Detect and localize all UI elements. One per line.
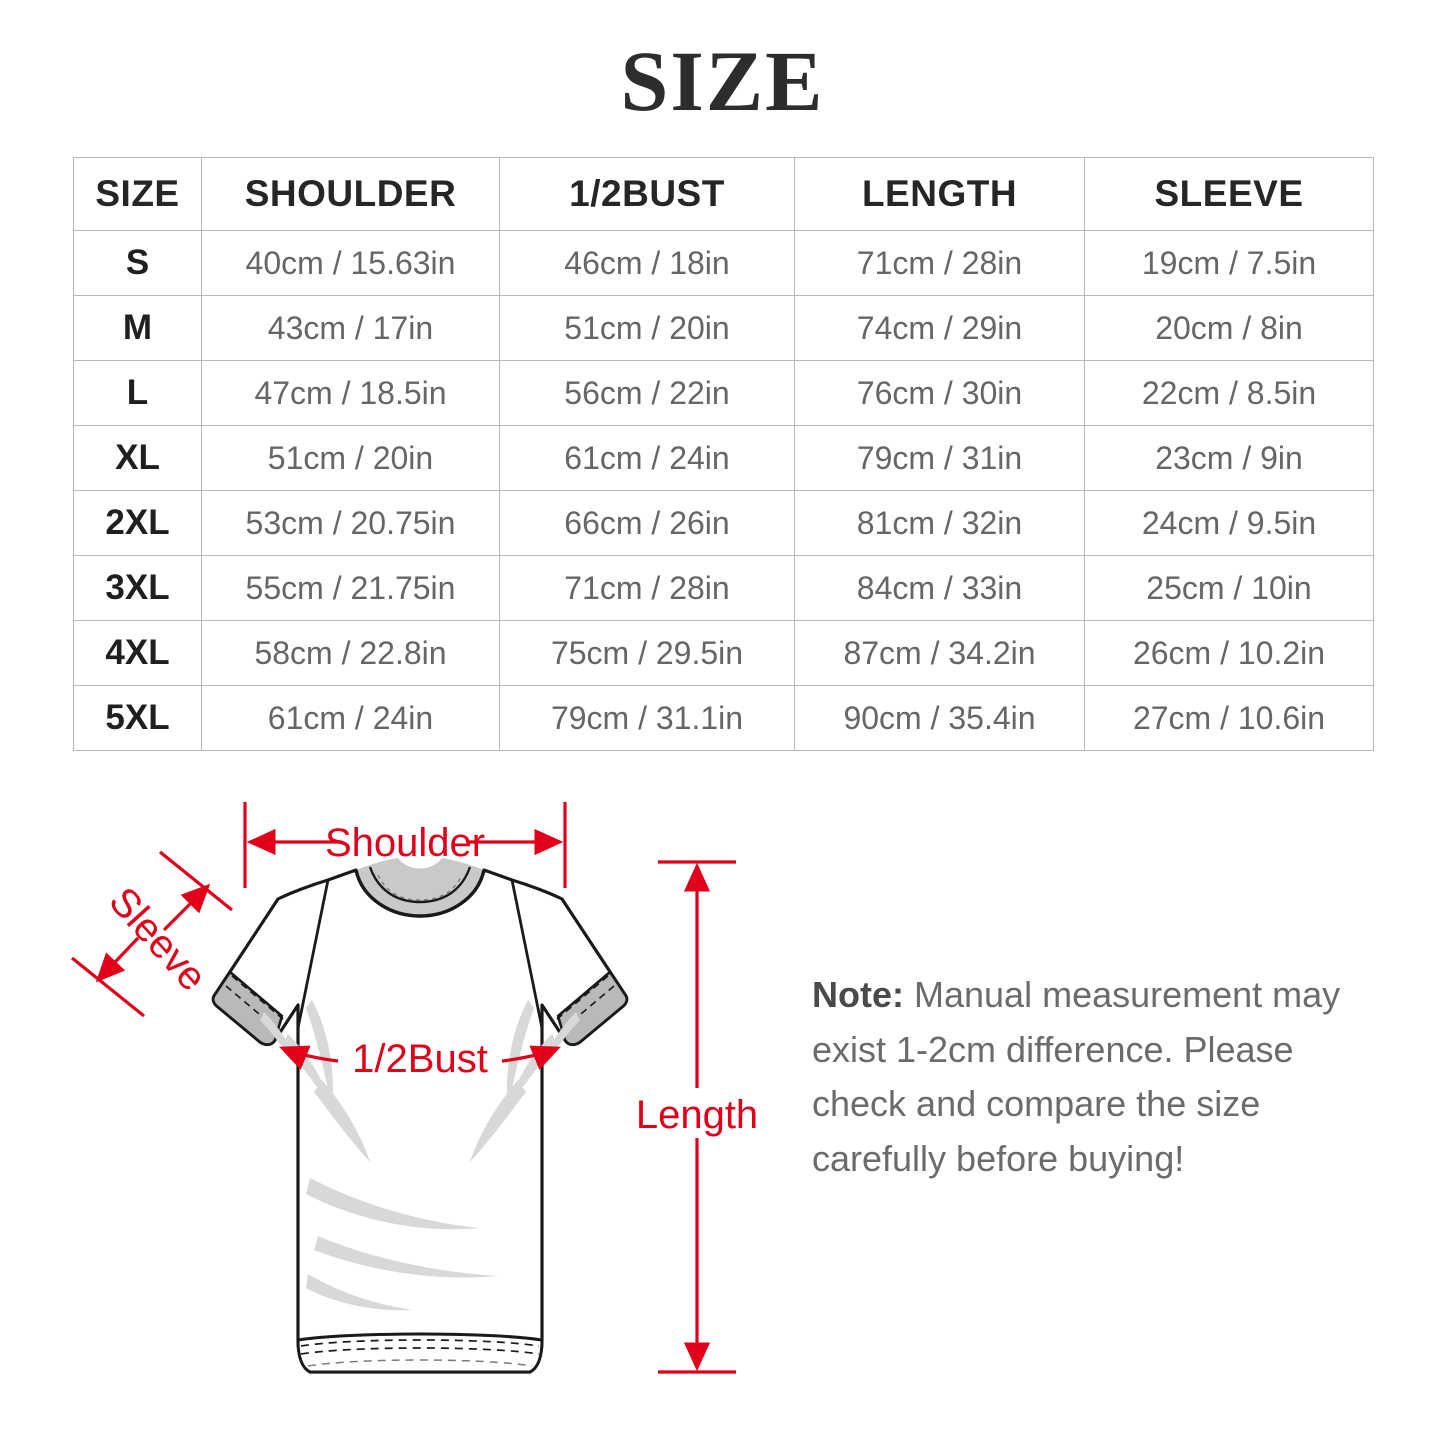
- cell-bust: 66cm / 26in: [499, 490, 795, 556]
- table-row: M 43cm / 17in 51cm / 20in 74cm / 29in 20…: [73, 295, 1374, 361]
- note-label: Note:: [812, 974, 904, 1015]
- cell-bust: 79cm / 31.1in: [499, 685, 795, 751]
- column-header-length: LENGTH: [794, 157, 1085, 231]
- table-row: 3XL 55cm / 21.75in 71cm / 28in 84cm / 33…: [73, 555, 1374, 621]
- note-text: Manual measurement may exist 1-2cm diffe…: [812, 974, 1341, 1180]
- column-header-bust: 1/2BUST: [499, 157, 795, 231]
- cell-size: 5XL: [73, 685, 202, 751]
- table-header-row: SIZE SHOULDER 1/2BUST LENGTH SLEEVE: [73, 157, 1374, 231]
- column-header-size: SIZE: [73, 157, 202, 231]
- column-header-sleeve: SLEEVE: [1084, 157, 1374, 231]
- table-row: 2XL 53cm / 20.75in 66cm / 26in 81cm / 32…: [73, 490, 1374, 556]
- table-row: XL 51cm / 20in 61cm / 24in 79cm / 31in 2…: [73, 425, 1374, 491]
- cell-sleeve: 19cm / 7.5in: [1084, 230, 1374, 296]
- cell-size: XL: [73, 425, 202, 491]
- cell-shoulder: 43cm / 17in: [201, 295, 500, 361]
- cell-shoulder: 47cm / 18.5in: [201, 360, 500, 426]
- sleeve-dimension-arrow: Sleeve: [70, 850, 234, 1018]
- cell-bust: 61cm / 24in: [499, 425, 795, 491]
- cell-sleeve: 25cm / 10in: [1084, 555, 1374, 621]
- shoulder-dimension-arrow: Shoulder: [243, 802, 567, 888]
- cell-sleeve: 22cm / 8.5in: [1084, 360, 1374, 426]
- size-chart-table: SIZE SHOULDER 1/2BUST LENGTH SLEEVE S 40…: [73, 157, 1374, 751]
- cell-shoulder: 53cm / 20.75in: [201, 490, 500, 556]
- cell-size: 3XL: [73, 555, 202, 621]
- cell-length: 71cm / 28in: [794, 230, 1085, 296]
- cell-bust: 51cm / 20in: [499, 295, 795, 361]
- cell-shoulder: 51cm / 20in: [201, 425, 500, 491]
- cell-length: 76cm / 30in: [794, 360, 1085, 426]
- bust-dimension-arrow: 1/2Bust: [279, 1037, 561, 1082]
- table-row: L 47cm / 18.5in 56cm / 22in 76cm / 30in …: [73, 360, 1374, 426]
- cell-sleeve: 23cm / 9in: [1084, 425, 1374, 491]
- cell-shoulder: 58cm / 22.8in: [201, 620, 500, 686]
- shoulder-label: Shoulder: [325, 821, 485, 865]
- cell-bust: 56cm / 22in: [499, 360, 795, 426]
- cell-shoulder: 61cm / 24in: [201, 685, 500, 751]
- cell-size: L: [73, 360, 202, 426]
- cell-shoulder: 40cm / 15.63in: [201, 230, 500, 296]
- cell-sleeve: 24cm / 9.5in: [1084, 490, 1374, 556]
- cell-sleeve: 27cm / 10.6in: [1084, 685, 1374, 751]
- cell-bust: 71cm / 28in: [499, 555, 795, 621]
- length-label: Length: [636, 1093, 758, 1137]
- cell-length: 90cm / 35.4in: [794, 685, 1085, 751]
- tshirt-measurement-diagram: Shoulder Sleeve 1/2Bust Length: [60, 780, 800, 1420]
- cell-sleeve: 26cm / 10.2in: [1084, 620, 1374, 686]
- cell-sleeve: 20cm / 8in: [1084, 295, 1374, 361]
- bust-label: 1/2Bust: [352, 1037, 488, 1081]
- cell-size: 2XL: [73, 490, 202, 556]
- tshirt-illustration: [211, 858, 629, 1374]
- page-title: SIZE: [620, 33, 825, 129]
- cell-length: 84cm / 33in: [794, 555, 1085, 621]
- cell-length: 79cm / 31in: [794, 425, 1085, 491]
- measurement-note: Note: Manual measurement may exist 1-2cm…: [812, 968, 1382, 1187]
- cell-length: 81cm / 32in: [794, 490, 1085, 556]
- cell-length: 74cm / 29in: [794, 295, 1085, 361]
- length-dimension-arrow: Length: [632, 860, 762, 1374]
- cell-bust: 75cm / 29.5in: [499, 620, 795, 686]
- table-row: 5XL 61cm / 24in 79cm / 31.1in 90cm / 35.…: [73, 685, 1374, 751]
- table-row: 4XL 58cm / 22.8in 75cm / 29.5in 87cm / 3…: [73, 620, 1374, 686]
- cell-size: 4XL: [73, 620, 202, 686]
- column-header-shoulder: SHOULDER: [201, 157, 500, 231]
- cell-size: S: [73, 230, 202, 296]
- cell-length: 87cm / 34.2in: [794, 620, 1085, 686]
- cell-shoulder: 55cm / 21.75in: [201, 555, 500, 621]
- table-row: S 40cm / 15.63in 46cm / 18in 71cm / 28in…: [73, 230, 1374, 296]
- cell-bust: 46cm / 18in: [499, 230, 795, 296]
- cell-size: M: [73, 295, 202, 361]
